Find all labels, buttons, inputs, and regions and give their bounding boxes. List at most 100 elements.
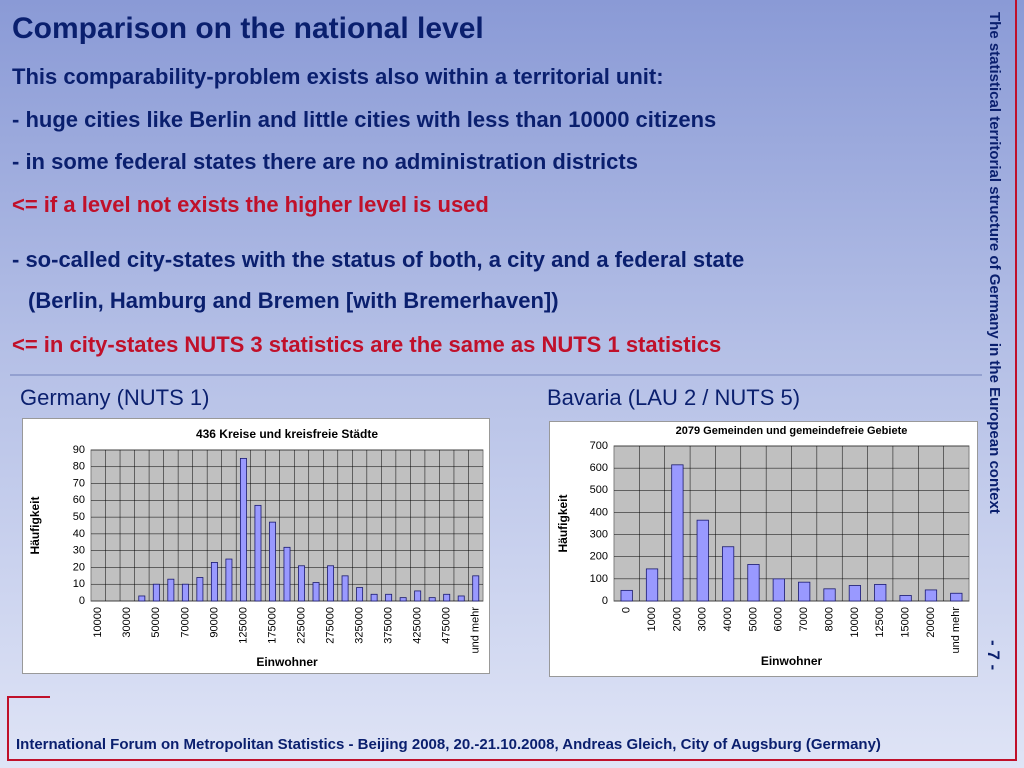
x-tick-label: 6000 — [773, 607, 785, 631]
slide-title: Comparison on the national level — [12, 12, 484, 45]
x-tick-label: 275000 — [324, 607, 336, 644]
x-tick-label: 475000 — [441, 607, 453, 644]
text-line: <= in city-states NUTS 3 statistics are … — [12, 332, 722, 357]
x-axis-label: Einwohner — [761, 654, 823, 668]
frame — [7, 0, 1017, 761]
x-tick-label: 12500 — [874, 607, 886, 638]
chart-heading: Germany (NUTS 1) — [20, 385, 210, 410]
y-tick-label: 500 — [590, 484, 608, 496]
x-tick-label: 3000 — [697, 607, 709, 631]
chart: 436 Kreise und kreisfreie Städte Häufigke… — [22, 418, 490, 674]
x-tick-label: 125000 — [237, 607, 249, 644]
chart-heading: Bavaria (LAU 2 / NUTS 5) — [547, 385, 801, 410]
y-tick-label: 60 — [73, 494, 85, 506]
x-tick-label: 50000 — [150, 607, 162, 638]
bar — [225, 558, 233, 602]
bar — [327, 565, 335, 602]
bar — [747, 564, 760, 602]
bar — [356, 587, 364, 602]
x-tick-label: 425000 — [412, 607, 424, 644]
bar — [472, 575, 480, 602]
x-tick-label: 30000 — [121, 607, 133, 638]
y-tick-label: 50 — [73, 511, 85, 523]
text-line: This comparability-problem exists also w… — [12, 64, 664, 89]
x-tick-label: 8000 — [823, 607, 835, 631]
bar — [645, 568, 659, 602]
bar — [254, 504, 262, 602]
bar — [772, 578, 785, 602]
bar — [399, 597, 407, 602]
y-tick-label: 80 — [73, 461, 85, 473]
bar — [385, 593, 393, 602]
x-tick-label: und mehr — [470, 607, 482, 654]
bar — [443, 593, 451, 602]
bar — [283, 546, 291, 602]
bar — [874, 583, 887, 602]
y-tick-label: 300 — [590, 528, 608, 540]
bar — [414, 590, 422, 602]
y-tick-label: 200 — [590, 551, 608, 563]
y-tick-label: 100 — [590, 573, 608, 585]
bar — [696, 519, 709, 602]
chart-title: 2079 Gemeinden und gemeindefreie Gebiete — [676, 425, 908, 437]
bar — [899, 595, 912, 602]
x-tick-label: 10000 — [849, 607, 861, 638]
x-tick-label: 15000 — [900, 607, 912, 638]
y-tick-label: 90 — [73, 444, 85, 456]
x-tick-label: 10000 — [92, 607, 104, 638]
bar — [269, 521, 276, 602]
x-tick-label: 0 — [621, 607, 633, 613]
text-line: - so-called city-states with the status … — [12, 247, 745, 272]
bar — [823, 588, 836, 602]
y-tick-label: 0 — [602, 595, 608, 607]
bar — [196, 577, 204, 602]
bar — [428, 597, 436, 602]
y-tick-label: 20 — [73, 561, 85, 573]
bar — [671, 464, 684, 602]
y-tick-label: 700 — [590, 440, 608, 452]
x-tick-label: 5000 — [747, 607, 759, 631]
bar — [848, 585, 861, 602]
x-tick-label: 2000 — [671, 607, 683, 631]
text-line: - in some federal states there are no ad… — [12, 149, 638, 174]
text-line: - huge cities like Berlin and little cit… — [12, 107, 717, 132]
bar — [312, 582, 320, 602]
bar — [722, 546, 735, 602]
bar — [210, 562, 218, 602]
x-tick-label: 70000 — [179, 607, 191, 638]
x-tick-label: 175000 — [266, 607, 278, 644]
x-tick-label: 20000 — [925, 607, 937, 638]
text-line: (Berlin, Hamburg and Bremen [with Bremer… — [28, 288, 559, 313]
footer: International Forum on Metropolitan Stat… — [16, 736, 881, 753]
bar — [341, 575, 349, 602]
bar — [239, 457, 247, 602]
x-tick-label: 225000 — [295, 607, 307, 644]
bar — [181, 583, 189, 602]
chart-title: 436 Kreise und kreisfreie Städte — [196, 427, 378, 441]
x-tick-label: 1000 — [646, 607, 658, 631]
bar — [152, 583, 160, 602]
x-tick-label: 4000 — [722, 607, 734, 631]
y-tick-label: 40 — [73, 528, 85, 540]
bar — [167, 578, 175, 602]
chart: 2079 Gemeinden und gemeindefreie Gebiete… — [549, 421, 978, 677]
bar — [298, 565, 305, 602]
x-tick-label: 375000 — [383, 607, 395, 644]
bar — [370, 593, 378, 602]
y-tick-label: 0 — [79, 595, 85, 607]
bar — [138, 595, 146, 602]
y-tick-label: 70 — [73, 477, 85, 489]
x-tick-label: 325000 — [353, 607, 365, 644]
x-tick-label: 7000 — [798, 607, 810, 631]
x-axis-label: Einwohner — [256, 655, 318, 669]
x-tick-label: und mehr — [950, 607, 962, 654]
y-tick-label: 30 — [73, 545, 85, 557]
bar — [924, 589, 938, 602]
bar — [798, 581, 811, 602]
y-tick-label: 600 — [590, 462, 608, 474]
bar — [950, 592, 963, 602]
x-tick-label: 90000 — [208, 607, 220, 638]
y-axis-label: Häufigkeit — [556, 494, 570, 552]
